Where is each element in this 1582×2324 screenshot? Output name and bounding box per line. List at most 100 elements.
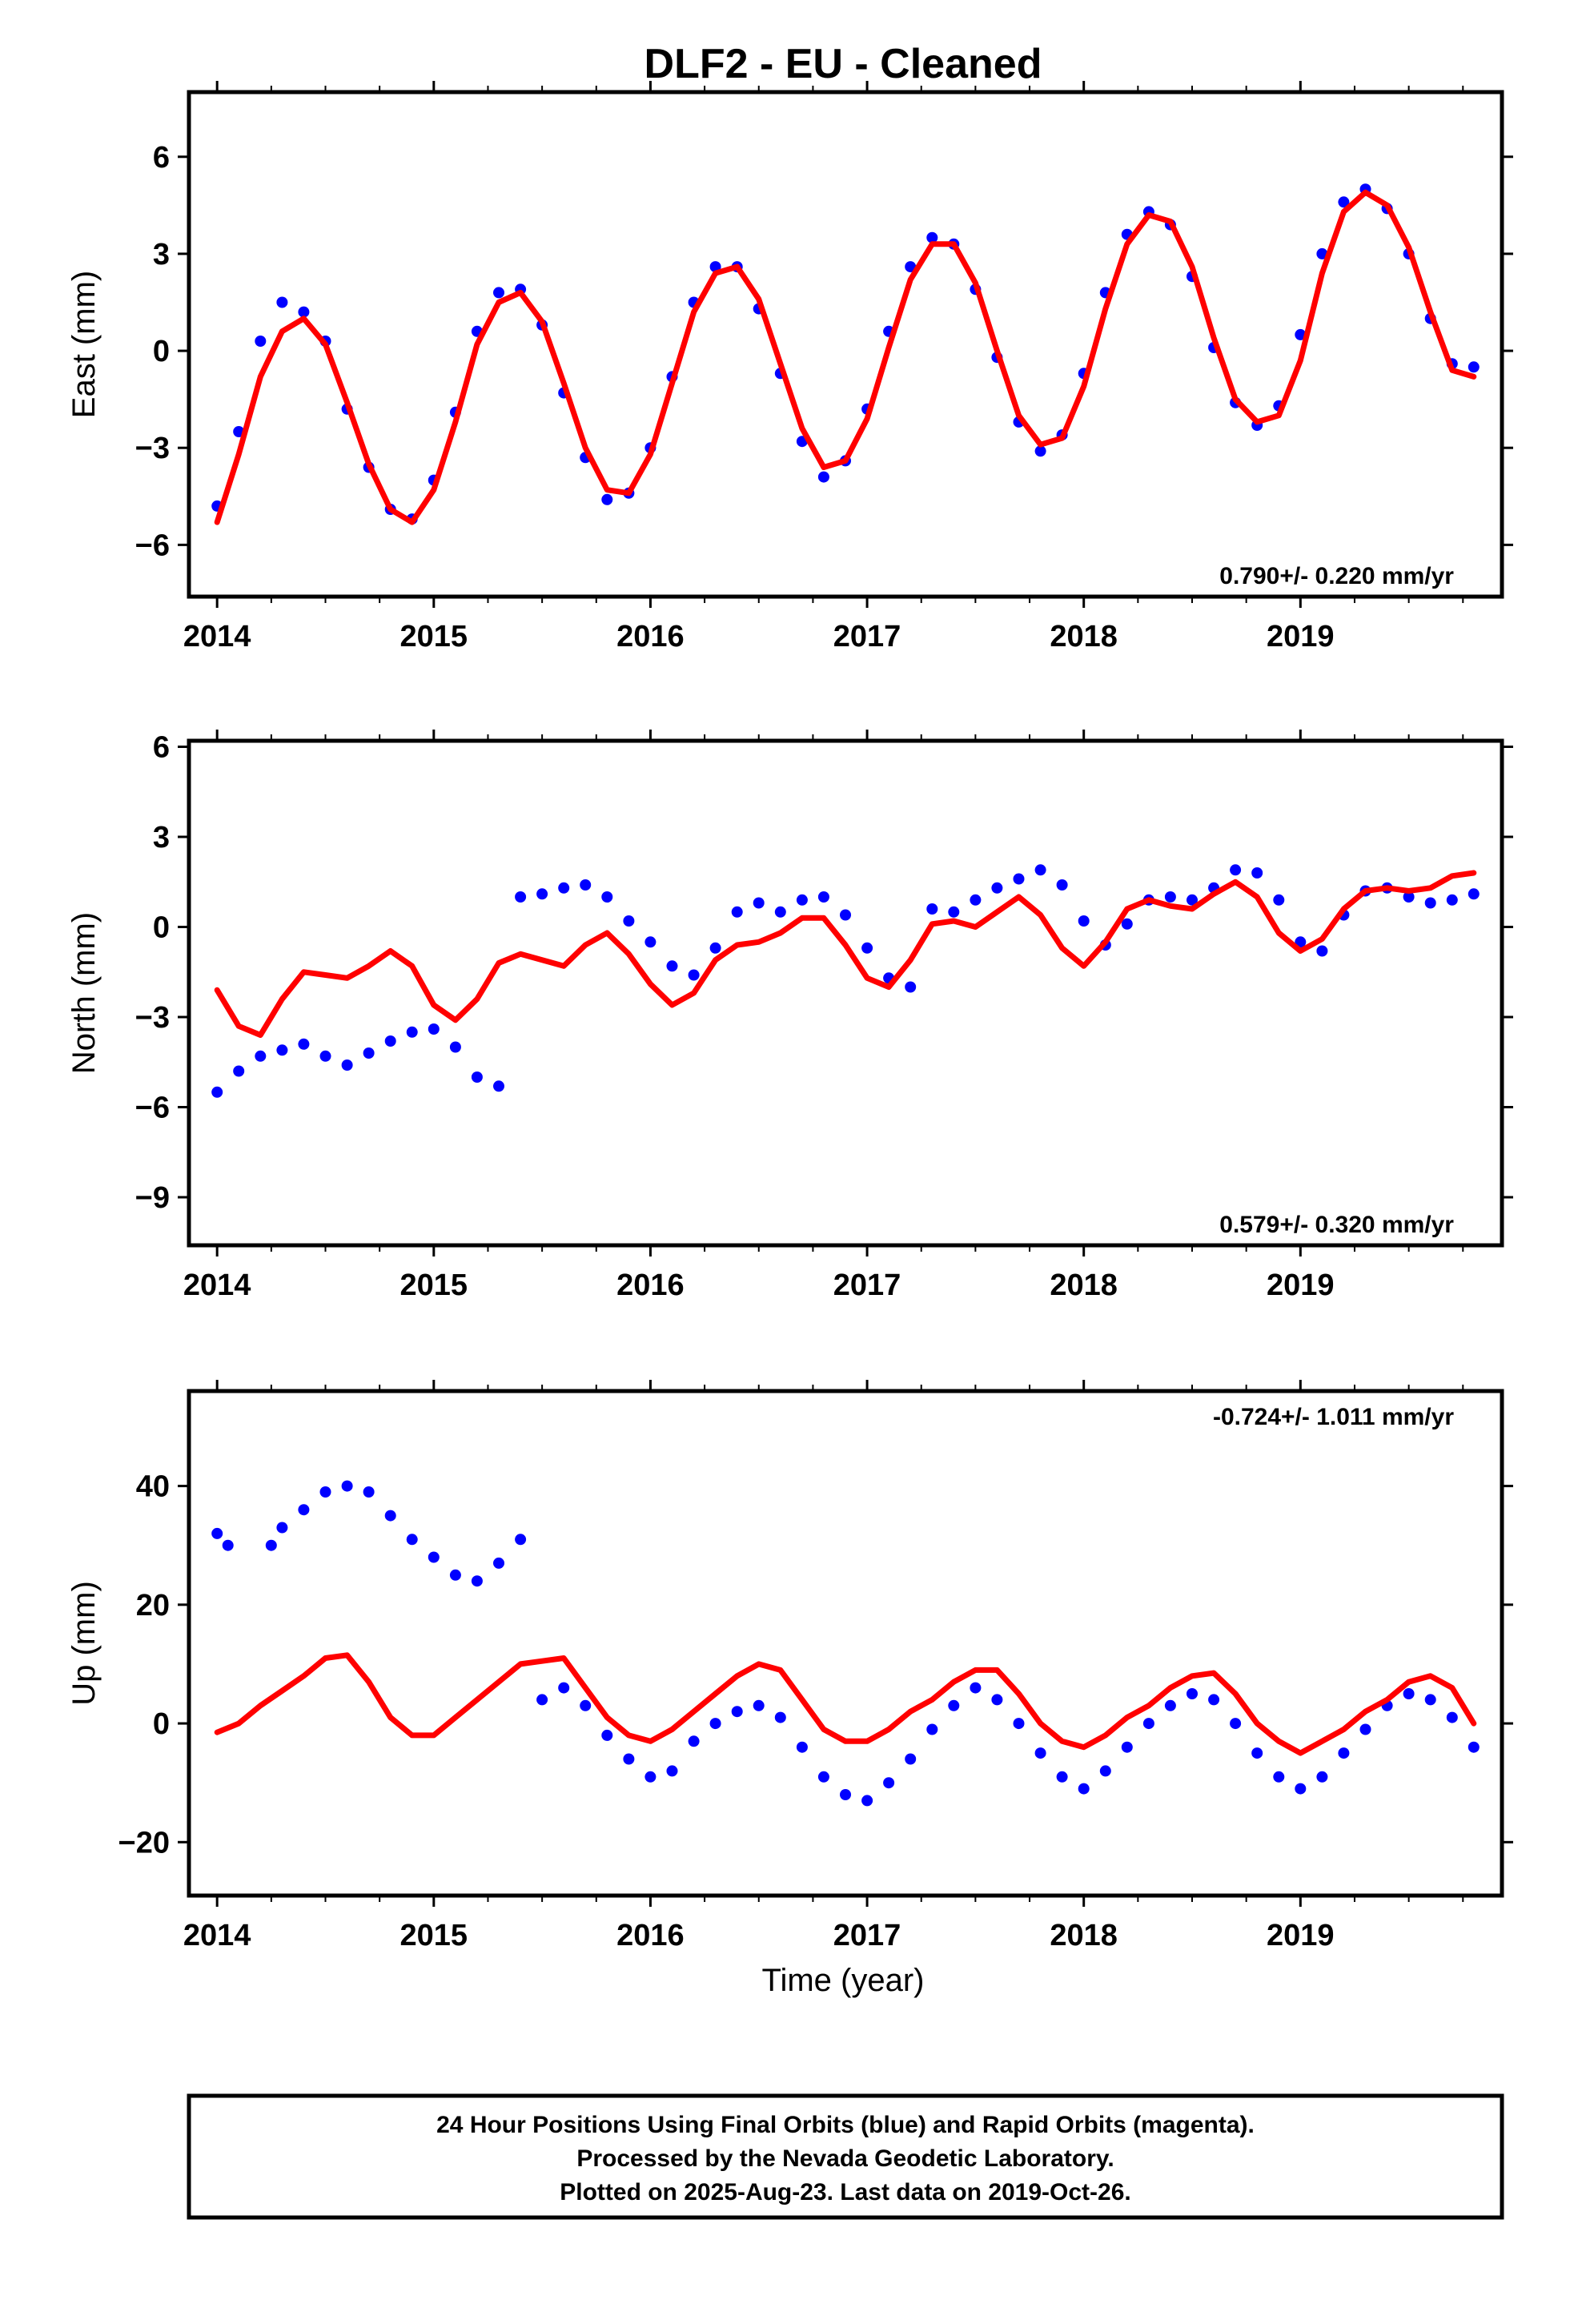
north-x-tick-label: 2016 xyxy=(616,1269,685,1302)
north-position-point xyxy=(623,915,635,927)
north-y-tick-label: 3 xyxy=(153,821,170,854)
east-x-tick-label: 2016 xyxy=(616,620,685,653)
east-position-point xyxy=(1316,247,1328,259)
north-x-tick-label: 2015 xyxy=(400,1269,468,1302)
north-x-tick-label: 2018 xyxy=(1050,1269,1118,1302)
up-position-point xyxy=(688,1735,700,1747)
up-position-point xyxy=(666,1765,678,1777)
north-panel: 2014 2015 2016 2017 2018 2019 −9 −6 −3 0 3 6 North (… xyxy=(66,730,1513,1302)
up-position-point xyxy=(1034,1747,1046,1759)
north-frame xyxy=(187,738,1504,1248)
up-x-tick-label: 2018 xyxy=(1050,1919,1118,1952)
up-x-tick-label: 2019 xyxy=(1267,1919,1335,1952)
up-x-tick-label: 2016 xyxy=(616,1919,685,1952)
north-y-axis-label: North (mm) xyxy=(66,912,102,1074)
east-y-tick-label: −6 xyxy=(135,529,170,562)
north-position-point xyxy=(1251,867,1263,879)
north-position-point xyxy=(1078,915,1090,927)
up-x-tick-label: 2014 xyxy=(183,1919,251,1952)
up-position-point xyxy=(1230,1718,1242,1730)
up-position-point xyxy=(298,1504,310,1516)
north-position-point xyxy=(796,894,808,906)
north-model-line xyxy=(214,870,1477,1038)
east-position-point xyxy=(298,306,310,318)
north-position-point xyxy=(709,942,721,954)
up-position-point xyxy=(1208,1694,1220,1706)
north-position-point xyxy=(1186,894,1198,906)
north-position-point xyxy=(1034,864,1046,876)
chart-title: DLF2 - EU - Cleaned xyxy=(644,41,1042,87)
east-y-tick-label: −3 xyxy=(135,432,170,465)
east-y-tick-label: 3 xyxy=(153,238,170,271)
east-position-point xyxy=(817,471,829,483)
up-position-point xyxy=(1273,1771,1285,1783)
north-position-point xyxy=(536,888,548,900)
up-position-point xyxy=(493,1557,504,1569)
east-position-point xyxy=(1468,361,1480,373)
up-y-axis-label: Up (mm) xyxy=(66,1581,102,1706)
up-position-point xyxy=(817,1771,829,1783)
east-data xyxy=(211,183,1480,525)
east-model-line xyxy=(214,189,1477,525)
up-position-point xyxy=(1446,1711,1458,1723)
up-position-point xyxy=(970,1682,982,1694)
up-position-point xyxy=(449,1569,461,1581)
footer-box xyxy=(187,2093,1504,2220)
north-position-point xyxy=(991,882,1003,894)
up-position-point xyxy=(601,1729,613,1741)
east-rate-label: 0.790+/- 0.220 mm/yr xyxy=(1219,563,1454,589)
north-position-point xyxy=(493,1080,504,1092)
north-x-tick-label: 2017 xyxy=(833,1269,901,1302)
east-position-point xyxy=(1295,328,1307,340)
east-y-axis-label: East (mm) xyxy=(66,271,102,418)
north-position-point xyxy=(774,906,786,918)
north-position-point xyxy=(644,936,656,948)
east-x-tick-label: 2015 xyxy=(400,620,468,653)
up-position-point xyxy=(861,1795,873,1807)
north-position-point xyxy=(471,1072,483,1083)
up-position-point xyxy=(384,1510,396,1522)
north-position-point xyxy=(1056,879,1068,891)
up-position-point xyxy=(1099,1765,1111,1777)
up-rate-label: -0.724+/- 1.011 mm/yr xyxy=(1213,1404,1454,1430)
up-y-tick-label: −20 xyxy=(118,1826,170,1860)
east-frame xyxy=(187,90,1504,599)
up-position-point xyxy=(753,1699,765,1711)
footer-line-3: Plotted on 2025-Aug-23. Last data on 201… xyxy=(560,2179,1131,2205)
up-position-point xyxy=(558,1682,570,1694)
x-axis-label: Time (year) xyxy=(762,1963,925,1998)
north-position-point xyxy=(1295,936,1307,948)
north-x-tick-label: 2014 xyxy=(183,1269,251,1302)
north-position-point xyxy=(1273,894,1285,906)
north-position-point xyxy=(580,879,592,891)
east-x-tick-label: 2017 xyxy=(833,620,901,653)
up-position-point xyxy=(1186,1688,1198,1699)
up-x-tick-label: 2017 xyxy=(833,1919,901,1952)
north-position-point xyxy=(515,891,527,903)
up-position-point xyxy=(319,1486,331,1498)
up-position-point xyxy=(580,1699,592,1711)
up-position-point xyxy=(363,1486,375,1498)
up-position-point xyxy=(644,1771,656,1783)
north-position-point xyxy=(731,906,743,918)
east-x-tick-label: 2018 xyxy=(1050,620,1118,653)
north-position-point xyxy=(666,960,678,972)
up-position-point xyxy=(840,1789,851,1800)
up-position-point xyxy=(222,1539,234,1551)
north-position-point xyxy=(363,1047,375,1059)
east-x-tick-label: 2014 xyxy=(183,620,251,653)
north-y-tick-label: −6 xyxy=(135,1092,170,1125)
north-position-point xyxy=(449,1041,461,1053)
north-rate-label: 0.579+/- 0.320 mm/yr xyxy=(1219,1212,1454,1238)
north-position-point xyxy=(1164,891,1176,903)
up-position-point xyxy=(515,1534,527,1546)
up-position-point xyxy=(1142,1718,1154,1730)
up-position-point xyxy=(471,1575,483,1587)
up-position-point xyxy=(1121,1741,1133,1753)
up-position-point xyxy=(1251,1747,1263,1759)
up-position-point xyxy=(1403,1688,1415,1699)
up-model-line xyxy=(214,1652,1477,1756)
north-y-tick-label: 6 xyxy=(153,731,170,765)
north-position-point xyxy=(753,897,765,909)
up-position-point xyxy=(265,1539,277,1551)
